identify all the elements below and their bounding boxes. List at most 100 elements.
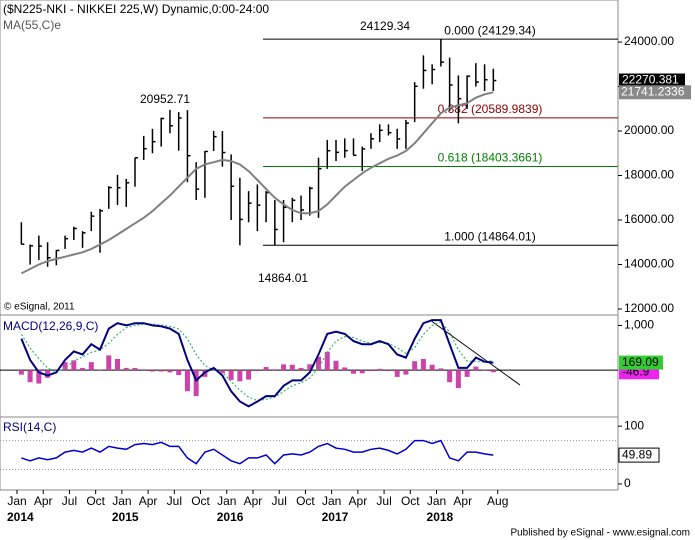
histogram-bar xyxy=(473,366,479,371)
histogram-bar xyxy=(342,367,348,371)
histogram-bar xyxy=(115,358,121,371)
annotation: 14864.01 xyxy=(258,271,308,285)
rsi-label: 49.89 xyxy=(622,447,652,461)
x-tick-label: Jul xyxy=(272,494,287,508)
histogram-bar xyxy=(176,370,182,376)
fib-label: 1.000 (14864.01) xyxy=(444,229,535,243)
macd-label: 169.09 xyxy=(622,355,659,369)
annotation: 20952.71 xyxy=(140,92,190,106)
macd-title: MACD(12,26,9,C) xyxy=(3,319,98,333)
histogram-bar xyxy=(237,370,243,382)
histogram-bar xyxy=(228,370,234,381)
histogram-bar xyxy=(71,360,77,371)
ma-line xyxy=(20,91,494,275)
histogram-bar xyxy=(167,370,173,373)
histogram-bar xyxy=(62,362,68,371)
histogram-bar xyxy=(412,361,418,371)
histogram-bar xyxy=(18,370,24,375)
value-box xyxy=(619,355,663,370)
last-close-label: 22270.381 xyxy=(622,73,679,87)
histogram-bar xyxy=(246,370,252,380)
y-tick-label: 100 xyxy=(624,418,644,432)
histogram-bar xyxy=(27,370,33,383)
histogram-bar xyxy=(45,370,51,378)
x-tick-label: Apr xyxy=(453,494,472,508)
histogram-bar xyxy=(394,370,400,377)
histogram-bar xyxy=(307,364,313,371)
histogram-bar xyxy=(158,370,164,372)
histogram-bar xyxy=(359,370,365,374)
histogram-bar xyxy=(193,370,199,397)
year-label: 2018 xyxy=(427,510,454,524)
x-tick-label: Jul xyxy=(376,494,391,508)
x-tick-label: Aug xyxy=(487,494,508,508)
y-tick-label: 16000.00 xyxy=(624,212,674,226)
y-tick-label: 1,000 xyxy=(624,318,654,332)
histogram-bar xyxy=(403,370,409,375)
histogram-bar xyxy=(106,355,112,371)
x-tick-label: Jan xyxy=(7,494,26,508)
rsi-line xyxy=(21,439,494,465)
ma-label: MA(55,C)e xyxy=(3,18,61,32)
histogram-bar xyxy=(123,367,129,371)
chart-title: ($N225-NKI - NIKKEI 225,W) Dynamic,0:00-… xyxy=(3,2,269,16)
year-label: 2014 xyxy=(7,510,34,524)
y-tick-label: 24000.00 xyxy=(624,34,674,48)
histogram-bar xyxy=(333,360,339,371)
histogram-bar xyxy=(377,368,383,371)
histogram-bar xyxy=(420,358,426,371)
histogram-bar xyxy=(263,367,269,371)
histogram-bar xyxy=(281,364,287,371)
value-box xyxy=(619,85,691,100)
year-label: 2017 xyxy=(322,510,349,524)
histogram-bar xyxy=(316,356,322,371)
histogram-bar xyxy=(385,370,391,372)
histogram-bar xyxy=(272,369,278,371)
histogram-bar xyxy=(254,370,260,372)
y-tick-label: 12000.00 xyxy=(624,301,674,315)
x-tick-label: Apr xyxy=(244,494,263,508)
y-tick-label: 18000.00 xyxy=(624,168,674,182)
histogram-bar xyxy=(490,370,496,373)
copyright: © eSignal, 2011 xyxy=(4,302,75,313)
rsi-title: RSI(14,C) xyxy=(3,420,56,434)
x-tick-label: Jan xyxy=(217,494,236,508)
y-tick-label: 14000.00 xyxy=(624,257,674,271)
histogram-bar xyxy=(324,351,330,371)
histogram-bar xyxy=(447,370,453,383)
histogram-bar xyxy=(438,368,444,371)
x-tick-label: Jan xyxy=(322,494,341,508)
histogram-bar xyxy=(88,362,94,371)
x-tick-label: Jan xyxy=(112,494,131,508)
histogram-bar xyxy=(141,369,147,371)
fib-label: 0.618 (18403.3661) xyxy=(438,151,543,165)
footer: Published by eSignal - www.esignal.com xyxy=(510,528,690,539)
x-tick-label: Oct xyxy=(401,494,420,508)
histogram-bar xyxy=(184,370,190,392)
y-tick-label: 20000.00 xyxy=(624,123,674,137)
y-tick-label: 0 xyxy=(624,476,631,490)
fib-label: 0.000 (24129.34) xyxy=(444,23,535,37)
last-ma-label: 21741.2336 xyxy=(621,84,685,98)
year-label: 2015 xyxy=(112,510,139,524)
x-tick-label: Apr xyxy=(34,494,53,508)
histogram-bar xyxy=(298,367,304,371)
histogram-bar xyxy=(36,370,42,384)
x-tick-label: Oct xyxy=(191,494,210,508)
x-tick-label: Jul xyxy=(167,494,182,508)
histogram-bar xyxy=(132,367,138,371)
x-tick-label: Oct xyxy=(86,494,105,508)
x-tick-label: Apr xyxy=(349,494,368,508)
x-tick-label: Apr xyxy=(139,494,158,508)
value-box xyxy=(618,447,660,463)
histogram-bar xyxy=(289,364,295,371)
histogram-bar xyxy=(149,370,155,372)
value-box xyxy=(619,73,685,88)
histogram-bar xyxy=(80,367,86,371)
histogram-bar xyxy=(350,370,356,374)
x-tick-label: Oct xyxy=(296,494,315,508)
x-tick-label: Jul xyxy=(62,494,77,508)
macd-line xyxy=(20,319,494,408)
